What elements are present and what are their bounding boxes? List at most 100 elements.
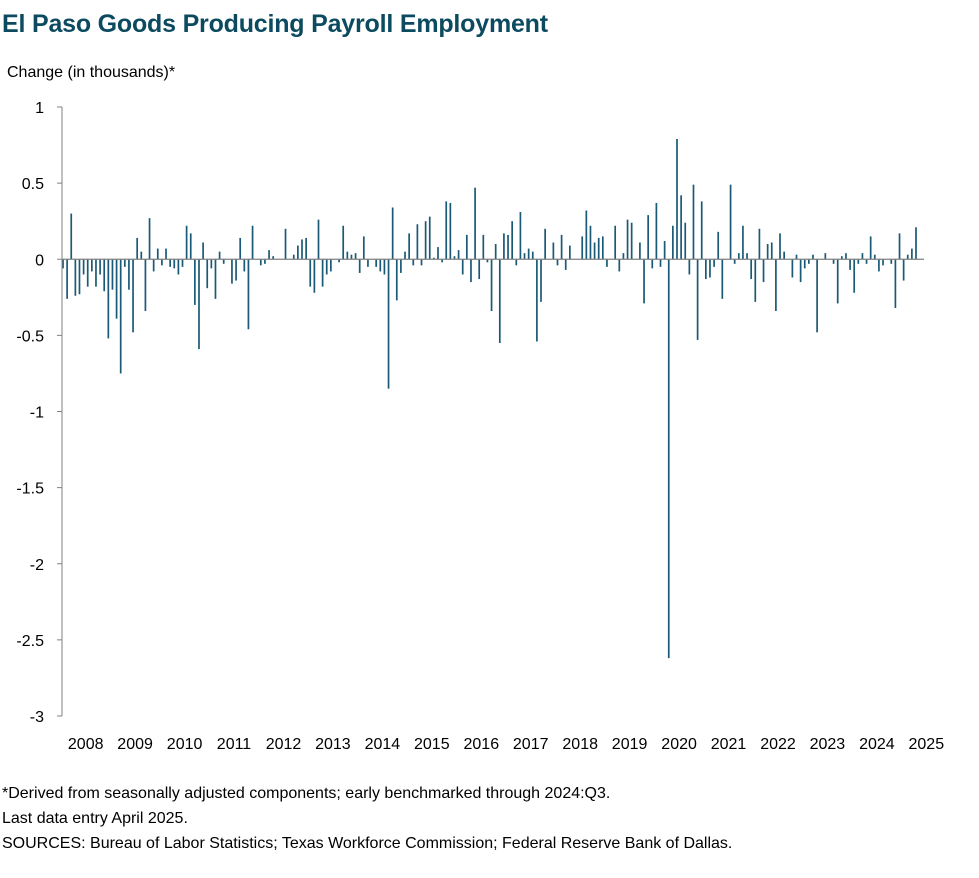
bar bbox=[639, 242, 641, 260]
bar bbox=[498, 259, 501, 343]
chart-title: El Paso Goods Producing Payroll Employme… bbox=[2, 10, 548, 38]
x-tick-label: 2025 bbox=[909, 736, 945, 753]
x-tick-label: 2021 bbox=[711, 736, 747, 753]
bar bbox=[836, 259, 839, 304]
bar bbox=[808, 259, 810, 264]
bar bbox=[144, 259, 147, 312]
bar bbox=[465, 234, 468, 260]
bar bbox=[618, 259, 621, 272]
bar bbox=[750, 259, 753, 280]
x-tick-label: 2022 bbox=[760, 736, 796, 753]
bar bbox=[737, 253, 740, 260]
bar bbox=[775, 259, 777, 312]
bar bbox=[503, 233, 505, 260]
bar bbox=[626, 219, 629, 260]
bar bbox=[655, 202, 658, 260]
bar bbox=[721, 259, 724, 299]
bar bbox=[853, 259, 856, 293]
bar bbox=[433, 257, 435, 260]
x-tick-label: 2011 bbox=[217, 736, 252, 753]
bar bbox=[461, 259, 464, 275]
bar bbox=[556, 259, 559, 266]
bar bbox=[412, 259, 415, 266]
bar bbox=[873, 254, 876, 260]
bar bbox=[758, 228, 761, 260]
bar bbox=[564, 259, 567, 270]
bar bbox=[894, 259, 897, 308]
bar bbox=[103, 259, 106, 292]
bar bbox=[161, 259, 163, 266]
bar bbox=[156, 248, 159, 260]
y-axis-label: Change (in thousands)* bbox=[7, 64, 176, 81]
bar bbox=[342, 225, 345, 260]
bar bbox=[66, 259, 68, 299]
bar bbox=[672, 225, 674, 260]
bar bbox=[338, 259, 340, 263]
bar bbox=[523, 253, 526, 260]
x-tick-label: 2016 bbox=[464, 736, 500, 753]
y-tick-label: -2 bbox=[30, 557, 44, 574]
bar bbox=[729, 184, 732, 260]
bar bbox=[766, 244, 769, 260]
bar bbox=[779, 233, 781, 260]
bar bbox=[395, 259, 398, 301]
bar bbox=[474, 187, 476, 260]
bar bbox=[482, 234, 485, 260]
x-tick-label: 2008 bbox=[68, 736, 104, 753]
bar bbox=[614, 225, 617, 260]
x-tick-label: 2024 bbox=[859, 736, 895, 753]
bar bbox=[824, 253, 827, 260]
bar bbox=[552, 242, 555, 260]
x-tick-label: 2013 bbox=[315, 736, 351, 753]
y-tick-label: 0.5 bbox=[22, 176, 44, 193]
bar bbox=[717, 231, 720, 260]
bar bbox=[700, 201, 703, 260]
bar bbox=[272, 256, 275, 260]
bar bbox=[264, 259, 266, 264]
bar bbox=[400, 259, 402, 273]
bar bbox=[268, 250, 270, 260]
bar bbox=[527, 248, 530, 260]
bar bbox=[325, 259, 328, 275]
bar bbox=[284, 228, 287, 260]
y-tick-label: 0 bbox=[35, 252, 44, 269]
bar bbox=[783, 251, 785, 260]
bar bbox=[878, 259, 880, 272]
bar bbox=[99, 259, 101, 275]
bar bbox=[111, 259, 114, 290]
bar bbox=[647, 215, 649, 260]
y-tick-label: -3 bbox=[30, 709, 44, 726]
bars-group bbox=[62, 138, 917, 659]
bar bbox=[540, 259, 542, 302]
bar bbox=[709, 259, 711, 278]
bar bbox=[519, 212, 522, 260]
bar bbox=[663, 240, 666, 260]
bar bbox=[202, 242, 204, 260]
bar bbox=[680, 195, 682, 260]
bar bbox=[906, 254, 909, 260]
bar bbox=[391, 207, 394, 260]
bar bbox=[222, 259, 225, 264]
bar bbox=[367, 259, 369, 267]
footnote-sources: SOURCES: Bureau of Labor Statistics; Tex… bbox=[2, 835, 733, 852]
bar bbox=[832, 259, 835, 264]
bar bbox=[128, 259, 130, 290]
bar bbox=[845, 253, 847, 260]
bar bbox=[849, 259, 851, 270]
bar bbox=[890, 259, 893, 264]
bar bbox=[173, 259, 176, 269]
bar bbox=[651, 259, 654, 269]
bar bbox=[531, 251, 534, 260]
bar bbox=[136, 237, 139, 260]
bar bbox=[350, 254, 353, 260]
bar bbox=[713, 259, 715, 267]
bar bbox=[91, 259, 93, 272]
bar bbox=[301, 239, 303, 260]
bar bbox=[123, 259, 126, 267]
bar bbox=[189, 233, 192, 260]
bar bbox=[659, 259, 662, 267]
bar bbox=[428, 216, 431, 260]
bar bbox=[507, 234, 509, 260]
bar bbox=[911, 248, 913, 260]
bar bbox=[424, 221, 427, 260]
